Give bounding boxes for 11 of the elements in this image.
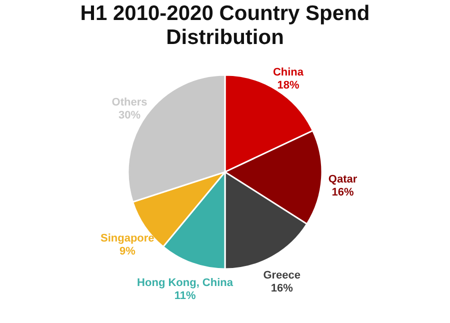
chart-title: H1 2010-2020 Country Spend Distribution xyxy=(79,2,371,50)
slice-label: China xyxy=(272,66,304,78)
data-label: 16% xyxy=(270,282,294,294)
slice-label: Singapore xyxy=(100,232,154,244)
slice-label: Qatar xyxy=(328,173,358,186)
slice-label: Greece xyxy=(263,269,301,282)
data-label: 9% xyxy=(119,245,136,258)
data-label: 16% xyxy=(332,186,354,198)
slice-label: Hong Kong, China xyxy=(137,277,234,290)
data-label: 18% xyxy=(277,79,300,92)
data-label: 11% xyxy=(174,290,196,302)
